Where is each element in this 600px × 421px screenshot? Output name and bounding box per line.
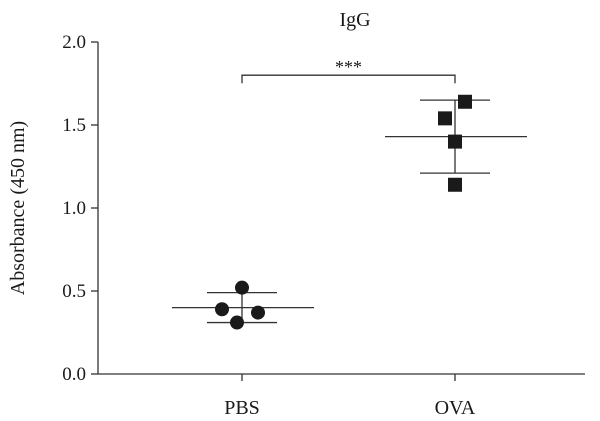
significance-bracket [241, 74, 456, 84]
y-axis-label: Absorbance (450 nm) [7, 121, 29, 295]
data-point-ova [438, 111, 452, 126]
y-tick-label: 1.5 [62, 115, 86, 136]
x-tick-label-ova: OVA [435, 397, 476, 419]
data-point-pbs [251, 305, 265, 320]
y-tick-label: 2.0 [62, 32, 86, 53]
y-tick-label: 0.5 [62, 281, 86, 302]
x-tick-label-pbs: PBS [224, 397, 260, 419]
data-point-pbs [230, 315, 244, 330]
data-marks: *** [172, 57, 527, 330]
data-point-ova [458, 94, 472, 109]
data-point-pbs [235, 280, 249, 295]
y-tick-label: 0.0 [62, 364, 86, 385]
data-point-ova [448, 177, 462, 192]
y-tick-label: 1.0 [62, 198, 86, 219]
data-point-pbs [215, 302, 229, 317]
data-point-ova [448, 134, 462, 149]
significance-label: *** [335, 57, 362, 77]
axes: 0.0 0.5 1.0 1.5 2.0 PBS OVA [62, 32, 585, 419]
chart-title: IgG [339, 9, 370, 31]
